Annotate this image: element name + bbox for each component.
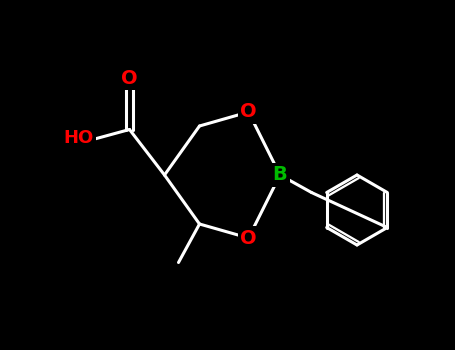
Text: B: B (273, 166, 288, 184)
Text: O: O (240, 229, 257, 247)
Text: HO: HO (64, 129, 94, 147)
Text: O: O (240, 103, 257, 121)
Text: O: O (121, 69, 138, 88)
